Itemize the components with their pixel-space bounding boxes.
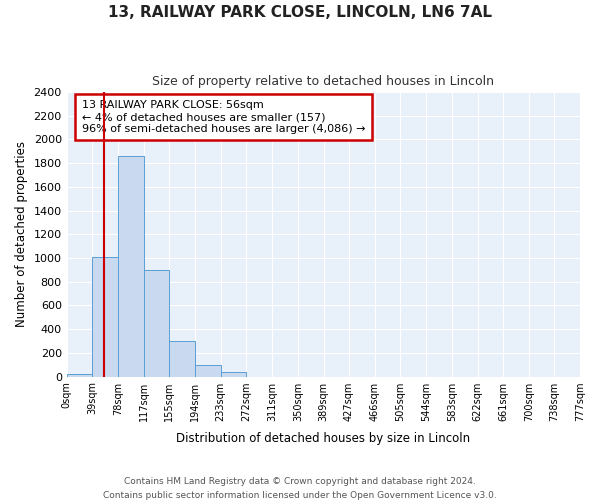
- Bar: [221, 372, 247, 376]
- Bar: [169, 341, 195, 376]
- X-axis label: Distribution of detached houses by size in Lincoln: Distribution of detached houses by size …: [176, 432, 470, 445]
- Title: Size of property relative to detached houses in Lincoln: Size of property relative to detached ho…: [152, 75, 494, 88]
- Text: 13, RAILWAY PARK CLOSE, LINCOLN, LN6 7AL: 13, RAILWAY PARK CLOSE, LINCOLN, LN6 7AL: [108, 5, 492, 20]
- Bar: [67, 374, 92, 376]
- Text: Contains HM Land Registry data © Crown copyright and database right 2024.
Contai: Contains HM Land Registry data © Crown c…: [103, 478, 497, 500]
- Bar: [92, 257, 118, 376]
- Bar: [144, 270, 169, 376]
- Text: 13 RAILWAY PARK CLOSE: 56sqm
← 4% of detached houses are smaller (157)
96% of se: 13 RAILWAY PARK CLOSE: 56sqm ← 4% of det…: [82, 100, 365, 134]
- Bar: [195, 364, 221, 376]
- Y-axis label: Number of detached properties: Number of detached properties: [15, 141, 28, 327]
- Bar: [118, 156, 144, 376]
